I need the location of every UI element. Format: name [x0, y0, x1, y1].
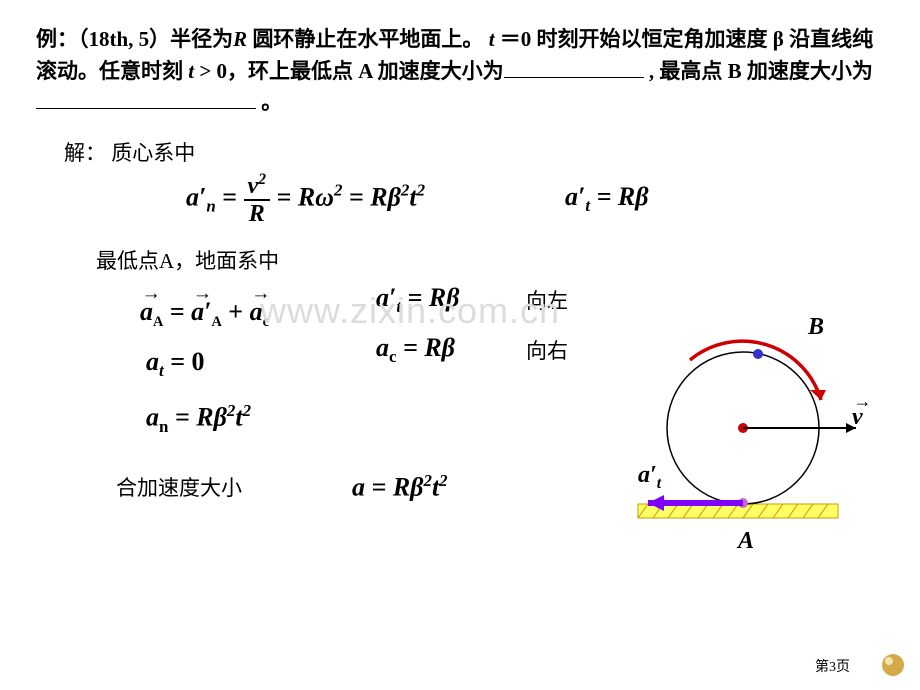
var-R: R — [233, 27, 247, 51]
label-at-prime: a′t — [638, 462, 661, 493]
text: 圆环静止在水平地面上。 — [247, 27, 489, 51]
label-B: B — [808, 314, 824, 341]
eq-at-prime: a′t = Rβ — [565, 182, 649, 216]
label-v: v — [852, 404, 863, 431]
eq-an-prime: a′n = v2R = Rω2 = Rβ2t2 — [186, 171, 425, 228]
problem-statement: 例：（18th, 5）半径为R 圆环静止在水平地面上。 t ＝0 时刻开始以恒定… — [36, 24, 884, 119]
page-number: 第3页 — [815, 656, 850, 676]
text: > 0，环上最低点 A 加速度大小为 — [194, 59, 503, 83]
eq-ac: ac = Rβ — [376, 333, 455, 367]
blank-2 — [36, 108, 256, 109]
blank-1 — [504, 77, 644, 78]
solution-label-1: 解： 质心系中 — [64, 137, 884, 167]
eq-result: a = Rβ2t2 — [352, 471, 448, 503]
text: 。 — [256, 90, 282, 114]
rolling-ring-diagram: B v a′t A — [608, 300, 878, 570]
dir-right: 向右 — [526, 335, 568, 365]
text: , 最高点 B 加速度大小为 — [644, 59, 873, 83]
eq-at-prime-2: a′t = Rβ — [376, 283, 460, 317]
label-A: A — [738, 528, 754, 555]
corner-ornament-icon — [880, 652, 906, 678]
text: 例：（18th, 5）半径为 — [36, 27, 233, 51]
dir-left: 向左 — [526, 285, 568, 315]
solution-label-2: 最低点A，地面系中 — [96, 245, 884, 275]
eq-vector-sum: aA = a′A + ac — [140, 297, 269, 331]
solution-label-3: 合加速度大小 — [116, 472, 242, 502]
